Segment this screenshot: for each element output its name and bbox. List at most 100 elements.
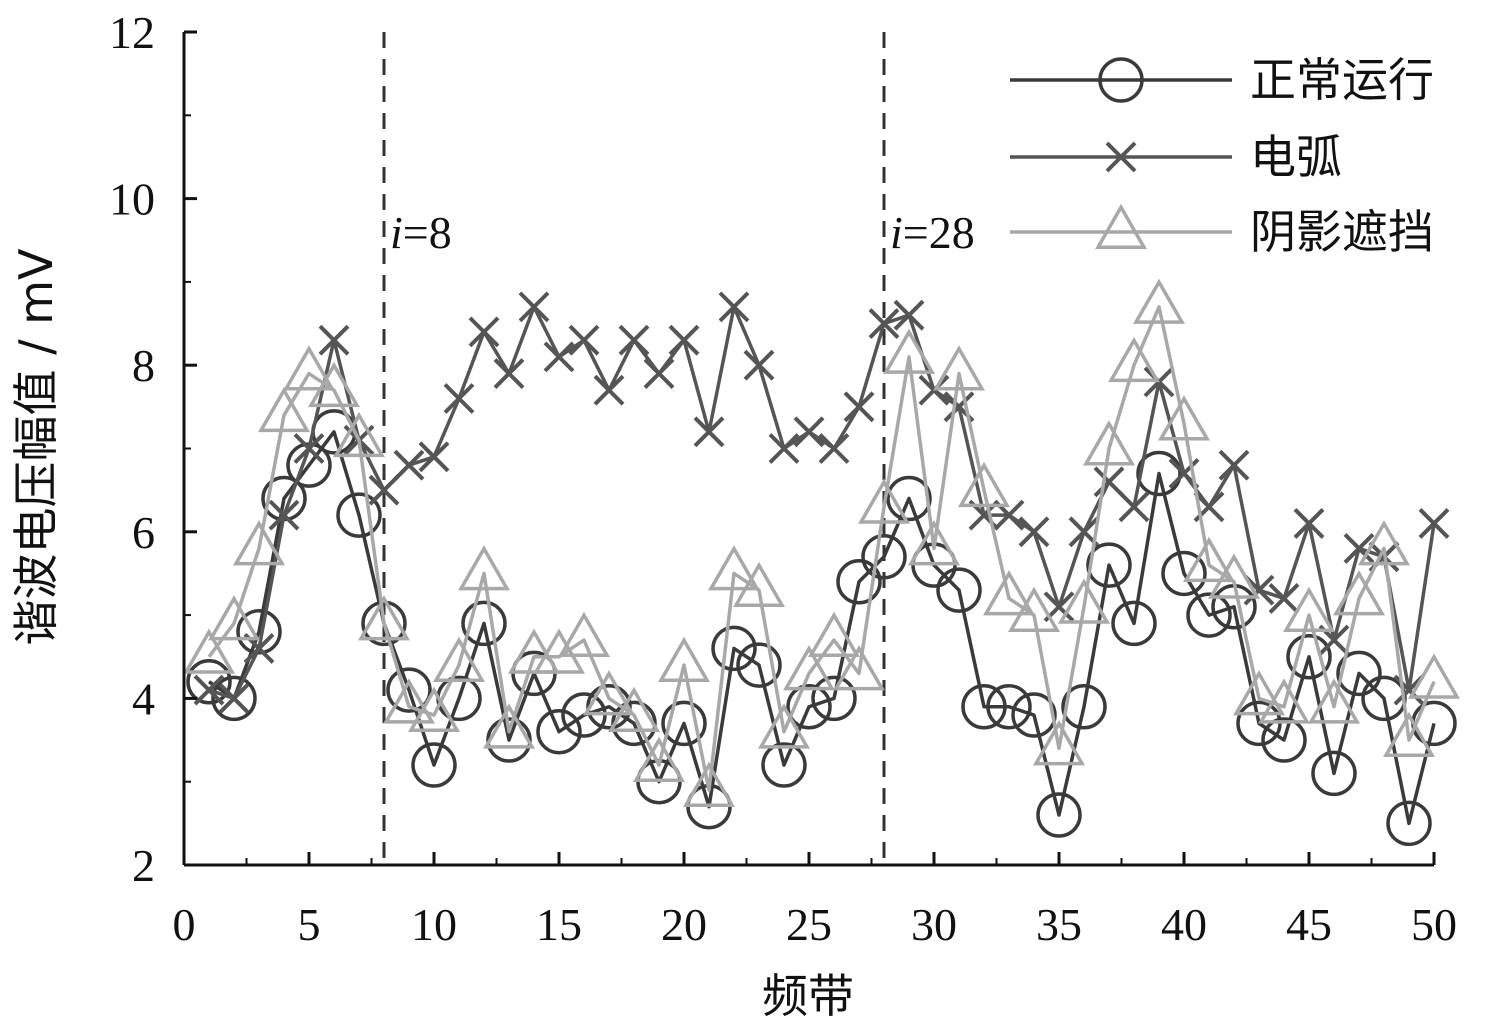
data-point [443, 383, 475, 414]
annotation-italic: i [890, 207, 903, 258]
data-point [882, 328, 936, 374]
x-tick-label: 40 [1161, 899, 1207, 950]
data-point [432, 636, 486, 683]
data-point [468, 316, 500, 348]
data-point [361, 600, 407, 647]
data-point [868, 308, 900, 339]
data-point [268, 499, 300, 531]
data-point [1268, 583, 1300, 614]
data-point [1293, 508, 1325, 539]
data-point [357, 595, 411, 641]
data-point [907, 520, 961, 566]
x-tick-label: 10 [411, 899, 457, 950]
data-point [543, 341, 575, 373]
legend-label: 正常运行 [1250, 53, 1434, 107]
data-point [607, 686, 661, 733]
data-point [257, 386, 311, 433]
data-point [857, 478, 911, 524]
data-point [682, 761, 736, 807]
annotation-italic: i [390, 207, 403, 258]
data-point [282, 345, 336, 391]
legend-entry: 正常运行 [1010, 53, 1434, 107]
data-point [1118, 491, 1150, 523]
data-point [1132, 278, 1186, 324]
data-point [757, 703, 811, 749]
data-point [961, 683, 1007, 730]
data-point [1011, 692, 1057, 738]
data-point [1232, 670, 1286, 716]
data-point [1257, 678, 1311, 724]
series-line [208, 430, 1436, 826]
data-point [332, 411, 386, 458]
data-point [711, 625, 757, 672]
data-point [643, 358, 675, 389]
y-tick-label: 12 [109, 7, 155, 58]
data-point [1161, 550, 1207, 597]
data-point [793, 416, 825, 448]
data-point [1357, 520, 1411, 566]
data-point [843, 391, 875, 423]
data-point [936, 567, 982, 613]
data-point [718, 291, 750, 323]
data-point [557, 611, 611, 658]
x-tick-label: 20 [661, 899, 707, 950]
legend-entry: 阴影遮挡 [1010, 203, 1434, 259]
series-layer [182, 278, 1461, 847]
data-point [732, 561, 786, 608]
series-3 [182, 278, 1461, 807]
data-point [1261, 717, 1307, 763]
axes: 0 5 10 15 20 25 30 35 40 45 50 2 4 6 8 10 12 [109, 7, 1457, 950]
data-point [668, 324, 700, 356]
y-axis-title: 谐波电压幅值 / mV [9, 248, 63, 646]
data-point [707, 545, 761, 591]
data-point [861, 534, 907, 580]
data-point [593, 374, 625, 406]
data-point [1336, 650, 1382, 697]
annotation-text: =8 [403, 207, 452, 258]
data-point [236, 609, 282, 655]
y-tick-label: 8 [132, 340, 155, 391]
data-point [657, 636, 711, 683]
data-point [207, 595, 261, 641]
y-tick-label: 4 [132, 673, 155, 724]
data-point [482, 703, 536, 749]
data-point [186, 658, 232, 705]
data-point [568, 324, 600, 356]
annotation-text: =28 [903, 207, 975, 258]
data-point [1057, 578, 1111, 624]
data-point [1107, 336, 1161, 383]
x-tick-label: 35 [1036, 899, 1082, 950]
data-point [957, 461, 1011, 508]
data-point [582, 670, 636, 716]
data-point [1386, 800, 1432, 847]
data-point [293, 433, 325, 464]
data-point [493, 358, 525, 389]
data-point [393, 449, 425, 481]
data-point [743, 349, 775, 381]
data-point [1061, 683, 1107, 730]
data-point [382, 678, 436, 724]
data-point [218, 682, 250, 714]
data-point [893, 299, 925, 331]
data-point [1157, 395, 1211, 441]
data-point [932, 345, 986, 391]
data-point [786, 683, 832, 730]
data-point [1032, 720, 1086, 766]
data-point [318, 324, 350, 356]
data-point [807, 611, 861, 658]
band-annotation: i=28 [890, 207, 975, 258]
data-point [1286, 634, 1332, 680]
legend-label: 电弧 [1250, 130, 1342, 184]
data-point [1018, 516, 1050, 548]
x-tick-label: 25 [786, 899, 832, 950]
data-point [832, 645, 886, 691]
data-point [1332, 570, 1386, 616]
data-point [1093, 466, 1125, 498]
legend-marker [1105, 141, 1137, 173]
data-point [232, 520, 286, 566]
band-annotation: i=8 [390, 207, 452, 258]
data-point [368, 474, 400, 506]
x-tick-label: 45 [1286, 899, 1332, 950]
data-point [386, 667, 432, 713]
data-point [818, 433, 850, 464]
